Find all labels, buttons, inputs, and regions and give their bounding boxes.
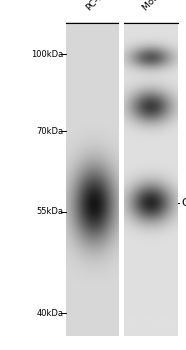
Text: 55kDa: 55kDa xyxy=(36,207,63,216)
Bar xyxy=(124,23,178,336)
Text: 100kDa: 100kDa xyxy=(31,50,63,59)
Text: 70kDa: 70kDa xyxy=(36,127,63,136)
Text: GK2: GK2 xyxy=(181,198,186,208)
Text: 40kDa: 40kDa xyxy=(36,309,63,318)
Bar xyxy=(66,23,118,336)
Text: PC-12: PC-12 xyxy=(84,0,109,12)
Text: Mouse testis: Mouse testis xyxy=(141,0,186,12)
